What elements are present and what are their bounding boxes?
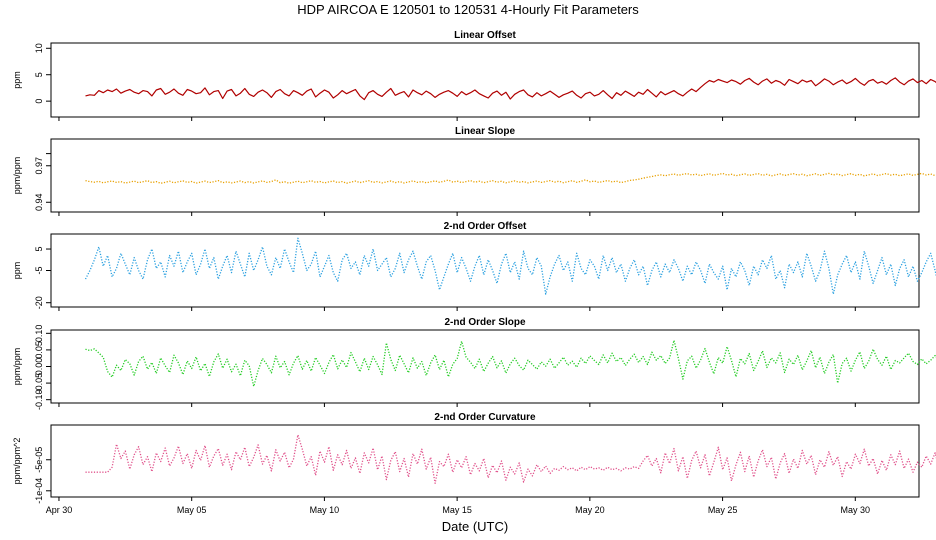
panel-title: 2-nd Order Offset xyxy=(444,221,527,232)
x-tick-label: May 05 xyxy=(177,505,207,515)
series-line xyxy=(85,434,936,484)
x-tick-label: May 30 xyxy=(841,505,871,515)
panel-title: Linear Offset xyxy=(454,30,516,41)
chart-title: HDP AIRCOA E 120501 to 120531 4-Hourly F… xyxy=(297,2,639,17)
series-line xyxy=(84,237,936,295)
x-axis-label: Date (UTC) xyxy=(442,519,508,534)
y-tick-label: -0.05 xyxy=(34,373,44,394)
panel-1: Linear Offset ppm 0 5 10 xyxy=(12,30,936,121)
series-line xyxy=(85,339,936,388)
y-tick-label: 0.05 xyxy=(34,341,44,359)
x-tick-label: Apr 30 xyxy=(46,505,73,515)
y-tick-label: -5 xyxy=(34,266,44,274)
x-tick-label: May 20 xyxy=(575,505,605,515)
panel-5: 2-nd Order Curvature ppm/ppm^2 -5e-05 -1e-0… xyxy=(12,412,936,504)
panel-4: 2-nd Order Slope ppm/ppm 0.100.050.00-0.05… xyxy=(12,317,936,410)
x-axis: Apr 30 May 05 May 10 May 15 May 20 May 25 May … xyxy=(46,505,870,515)
x-tick-label: May 15 xyxy=(442,505,472,515)
panel-2: Linear Slope ppm/ppm 0.94 0.97 xyxy=(12,126,936,216)
y-tick-label: 0.00 xyxy=(34,358,44,376)
panel-title: 2-nd Order Curvature xyxy=(434,412,536,423)
panel-3: 2-nd Order Offset ppm 5 -5 -20 xyxy=(12,221,936,311)
panel-frame xyxy=(50,42,920,118)
panel-title: 2-nd Order Slope xyxy=(444,317,526,328)
x-tick-label: May 25 xyxy=(708,505,738,515)
y-tick-label: 0.97 xyxy=(34,157,44,175)
y-axis-label: ppm xyxy=(12,262,22,280)
y-tick-label: 10 xyxy=(34,43,44,53)
y-tick-label: 0.10 xyxy=(34,325,44,343)
y-tick-label: 5 xyxy=(34,247,44,252)
panel-frame xyxy=(50,329,920,404)
y-tick-label: 0 xyxy=(34,99,44,104)
y-tick-label: -5e-05 xyxy=(34,447,44,473)
panel-title: Linear Slope xyxy=(455,126,515,137)
panel-frame xyxy=(50,424,920,498)
panels-layer: Linear Offset ppm 0 5 10 Linear Slope ppm/ppm 0… xyxy=(12,30,936,504)
y-axis-label: ppm xyxy=(12,71,22,89)
x-tick-label: May 10 xyxy=(310,505,340,515)
y-tick-label: -20 xyxy=(34,296,44,309)
panel-frame xyxy=(50,233,920,308)
panel-frame xyxy=(50,138,920,213)
y-tick-label: -1e-04 xyxy=(34,478,44,504)
series-line xyxy=(85,172,936,184)
series-line xyxy=(85,77,936,101)
y-tick-label: -0.10 xyxy=(34,389,44,410)
y-axis-label: ppm/ppm xyxy=(12,348,22,386)
y-tick-label: 0.94 xyxy=(34,194,44,212)
y-tick-label: 5 xyxy=(34,72,44,77)
y-axis-label: ppm/ppm^2 xyxy=(12,438,22,485)
y-axis-label: ppm/ppm xyxy=(12,157,22,195)
